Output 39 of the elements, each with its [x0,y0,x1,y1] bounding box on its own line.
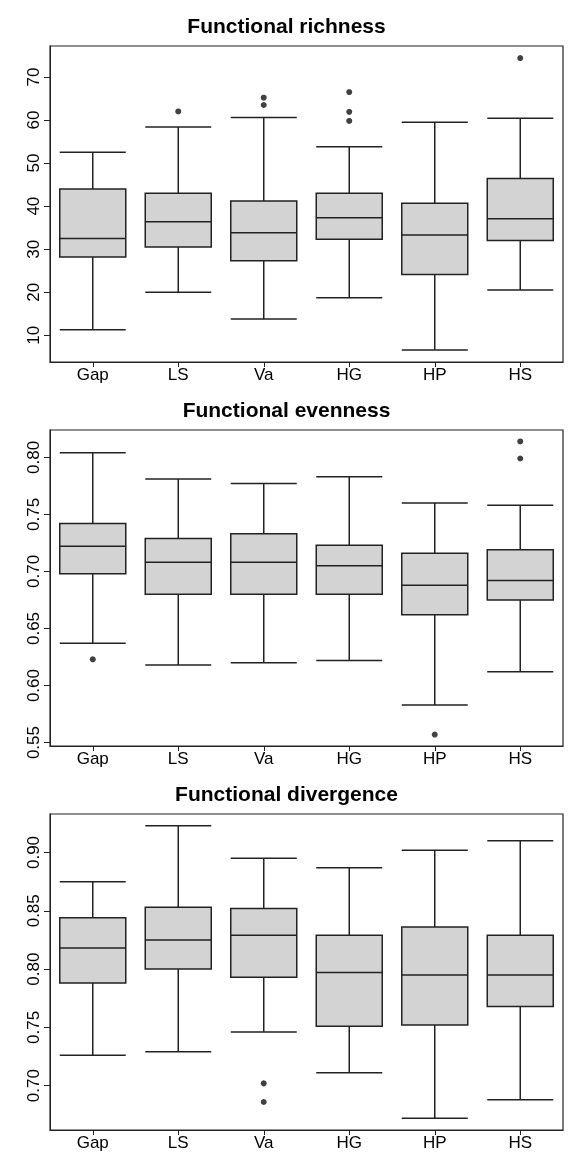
x-tick-label: Va [253,1133,275,1152]
y-tick-label: 0.75 [24,497,43,531]
x-tick-label: Gap [76,749,109,768]
x-tick-label: HG [336,749,362,768]
y-tick-label: 70 [24,67,43,87]
x-tick-label: HG [336,365,362,384]
x-tick-label: HS [508,365,533,384]
chart-title: Functional richness [187,14,386,37]
y-tick-label: 20 [24,282,43,302]
x-tick-label: Va [253,749,275,768]
chart-title: Functional evenness [182,398,391,421]
x-tick-label: Gap [76,1133,109,1152]
x-tick-label: LS [167,749,189,768]
y-tick-label: 0.80 [24,440,43,474]
y-tick-label: 0.55 [24,726,43,760]
x-tick-label: HS [508,749,533,768]
y-tick-label: 0.90 [24,835,43,870]
y-tick-label: 0.70 [24,1069,43,1103]
x-tick-label: HS [508,1133,533,1152]
x-tick-label: LS [167,1133,189,1152]
x-tick-label: HP [422,749,447,768]
y-tick-label: 10 [24,325,43,345]
y-tick-label: 30 [24,239,43,259]
y-tick-label: 0.85 [24,894,43,928]
y-tick-label: 0.70 [24,554,43,589]
y-tick-label: 40 [24,196,43,216]
y-tick-label: 0.60 [24,668,43,703]
y-tick-label: 50 [24,153,43,173]
y-tick-label: 0.65 [24,611,43,646]
x-tick-label: HG [336,1133,362,1152]
x-tick-label: HP [422,1133,447,1152]
y-tick-label: 60 [24,110,43,130]
x-tick-label: Gap [76,365,109,384]
chart-title: Functional divergence [175,782,398,805]
y-tick-label: 0.80 [24,952,43,986]
x-tick-label: LS [167,365,189,384]
x-tick-label: Va [253,365,275,384]
x-tick-label: HP [422,365,447,384]
y-tick-label: 0.75 [24,1010,43,1044]
